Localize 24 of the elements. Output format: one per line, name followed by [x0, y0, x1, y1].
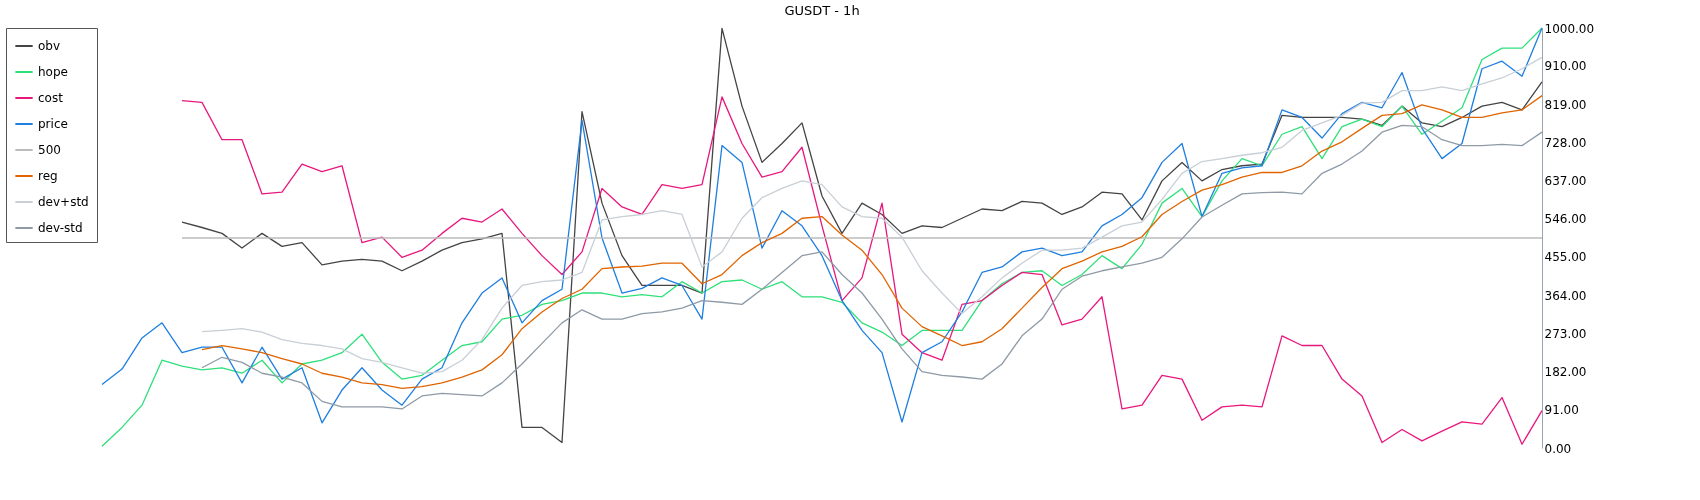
y-tick-label: 455.00 — [1544, 250, 1587, 265]
legend-label: hope — [38, 65, 68, 79]
line-series — [181, 96, 1543, 445]
y-tick-label: 728.00 — [1544, 135, 1587, 150]
y-tick-label: 0.00 — [1544, 441, 1572, 456]
y-tick-label: 273.00 — [1544, 326, 1587, 341]
legend-label: cost — [38, 91, 64, 105]
legend-label: dev-std — [38, 221, 83, 235]
chart-title: GUSDT - 1h — [784, 3, 860, 18]
y-tick-label: 910.00 — [1544, 59, 1587, 74]
legend-label: reg — [38, 169, 58, 183]
y-tick-label: 364.00 — [1544, 288, 1587, 303]
line-series — [201, 56, 1543, 374]
y-tick-label: 182.00 — [1544, 365, 1587, 380]
legend-label: price — [38, 117, 68, 131]
legend-label: 500 — [38, 143, 61, 157]
y-tick-label: 1000.00 — [1544, 21, 1595, 36]
y-tick-label: 546.00 — [1544, 212, 1587, 227]
y-tick-label: 91.00 — [1544, 403, 1579, 418]
legend-label: dev+std — [38, 195, 89, 209]
y-tick-label: 819.00 — [1544, 97, 1587, 112]
legend-label: obv — [38, 39, 61, 53]
y-tick-label: 637.00 — [1544, 173, 1587, 188]
line-series — [201, 94, 1543, 390]
